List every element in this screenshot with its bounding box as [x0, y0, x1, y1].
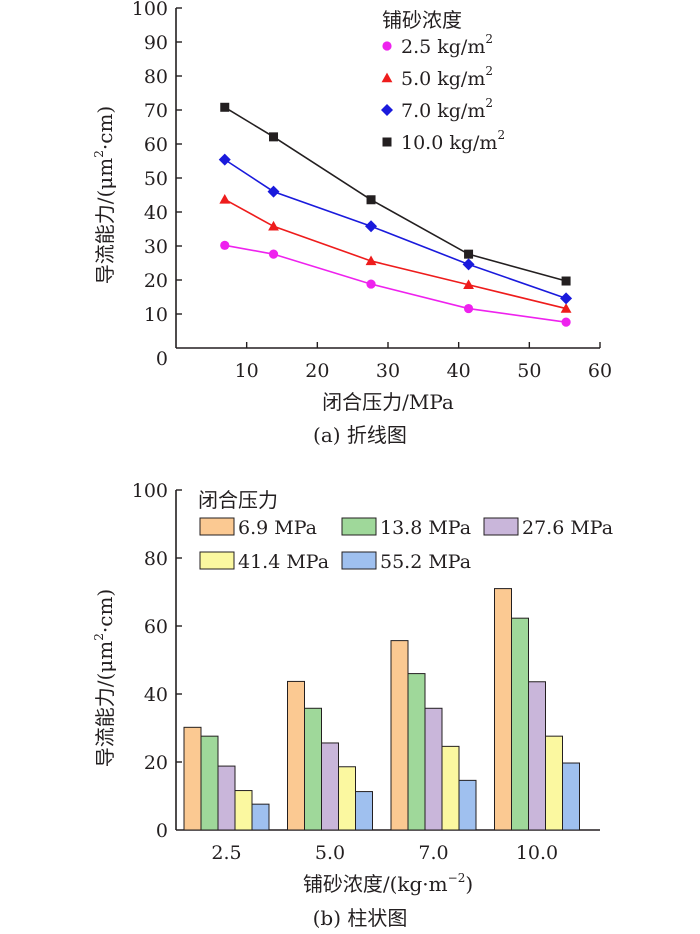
- x-tick-label: 10.0: [516, 842, 558, 864]
- data-point: [561, 317, 571, 327]
- bar: [183, 726, 202, 831]
- x-tick-label: 20: [305, 360, 329, 382]
- bar: [390, 640, 409, 831]
- data-point: [269, 132, 279, 142]
- bar: [217, 765, 236, 831]
- y-tick-label: 0: [156, 348, 168, 370]
- bar: [562, 762, 580, 831]
- line-chart-y-axis-title: 导流能力/(μm2·cm): [92, 106, 117, 284]
- y-tick-label: 60: [144, 134, 168, 156]
- data-point: [464, 249, 474, 259]
- data-point: [220, 102, 230, 112]
- data-point: [365, 255, 377, 266]
- data-point: [219, 194, 231, 204]
- bar: [234, 790, 253, 831]
- y-tick-label: 30: [144, 236, 168, 258]
- legend-swatch: [199, 517, 235, 536]
- y-tick-label: 100: [132, 480, 168, 502]
- legend-entry: 10.0 kg/m2: [401, 128, 505, 154]
- legend-title: 铺砂浓度: [382, 8, 462, 32]
- bar: [407, 673, 426, 831]
- bar: [458, 779, 477, 831]
- legend-swatch: [199, 551, 235, 570]
- legend-entry: 55.2 MPa: [380, 551, 471, 573]
- bar: [494, 588, 512, 831]
- data-point: [220, 240, 230, 250]
- line-chart: 10 20 30 40 50 60 70 80 90 100 0 10 20 30 40 50 60 导流能力/…: [92, 0, 612, 447]
- bar: [287, 680, 305, 831]
- bar-chart-caption: (b) 柱状图: [313, 906, 408, 930]
- bar: [528, 681, 546, 831]
- legend-entry: 27.6 MPa: [522, 517, 613, 539]
- data-point: [462, 258, 475, 271]
- data-point: [365, 220, 378, 233]
- legend-swatch: [341, 517, 377, 536]
- data-point: [366, 279, 376, 289]
- line-chart-x-axis-title: 闭合压力/MPa: [322, 390, 454, 414]
- line-chart-legend: 铺砂浓度 2.5 kg/m2 5.0 kg/m2 7.0 kg/m2 10.0 kg/…: [381, 8, 505, 154]
- bar: [441, 745, 460, 831]
- data-point: [267, 185, 280, 198]
- bar: [355, 791, 373, 831]
- data-point: [218, 153, 231, 166]
- y-tick-label: 100: [132, 0, 168, 20]
- bar: [304, 707, 322, 831]
- y-tick-label: 80: [144, 548, 168, 570]
- bar: [321, 742, 339, 831]
- data-point: [463, 303, 474, 314]
- legend-entry: 2.5 kg/m2: [401, 32, 493, 58]
- x-tick-label: 30: [376, 360, 400, 382]
- bar: [251, 803, 270, 831]
- legend-swatch: [341, 551, 377, 570]
- legend-entry: 13.8 MPa: [380, 517, 471, 539]
- legend-entry: 7.0 kg/m2: [401, 96, 493, 122]
- line-chart-caption: (a) 折线图: [313, 423, 407, 447]
- legend-entry: 6.9 MPa: [238, 517, 317, 539]
- data-point: [463, 279, 474, 289]
- y-tick-label: 20: [144, 270, 168, 292]
- y-tick-label: 0: [156, 820, 168, 842]
- y-tick-label: 40: [144, 684, 168, 706]
- bar: [545, 735, 563, 831]
- legend-entry: 5.0 kg/m2: [401, 64, 493, 90]
- legend-square-icon: [382, 137, 392, 147]
- x-tick-label: 40: [447, 360, 471, 382]
- x-tick-label: 50: [517, 360, 541, 382]
- legend-triangle-icon: [381, 72, 393, 83]
- y-tick-label: 70: [144, 100, 168, 122]
- legend-circle-icon: [382, 41, 392, 51]
- data-point: [366, 195, 376, 205]
- bar: [511, 617, 529, 831]
- data-point: [561, 276, 571, 286]
- legend-entry: 41.4 MPa: [238, 551, 329, 573]
- x-tick-label: 10: [235, 360, 259, 382]
- y-tick-label: 20: [144, 752, 168, 774]
- x-tick-label: 5.0: [315, 842, 345, 864]
- y-tick-label: 50: [144, 168, 168, 190]
- data-point: [560, 292, 573, 305]
- bar-chart-y-axis-title: 导流能力/(μm2·cm): [92, 589, 117, 767]
- y-tick-label: 80: [144, 66, 168, 88]
- y-tick-label: 60: [144, 616, 168, 638]
- bar-chart-x-axis-title: 铺砂浓度/(kg·m−2): [303, 871, 473, 896]
- y-tick-label: 10: [144, 304, 168, 326]
- y-tick-label: 40: [144, 202, 168, 224]
- x-tick-label: 7.0: [418, 842, 448, 864]
- x-tick-label: 60: [588, 360, 612, 382]
- bar: [338, 766, 356, 831]
- data-point: [560, 303, 572, 313]
- x-tick-label: 2.5: [211, 842, 241, 864]
- bar-chart-legend: 闭合压力 6.9 MPa 13.8 MPa 27.6 MPa 41.4 MPa 55.2…: [198, 488, 613, 573]
- legend-diamond-icon: [381, 104, 393, 116]
- data-point: [268, 220, 279, 231]
- bar: [424, 707, 443, 831]
- data-point: [268, 249, 279, 259]
- y-tick-label: 90: [144, 32, 168, 54]
- legend-swatch: [483, 517, 519, 536]
- legend-title: 闭合压力: [198, 488, 278, 512]
- bar: [200, 735, 219, 831]
